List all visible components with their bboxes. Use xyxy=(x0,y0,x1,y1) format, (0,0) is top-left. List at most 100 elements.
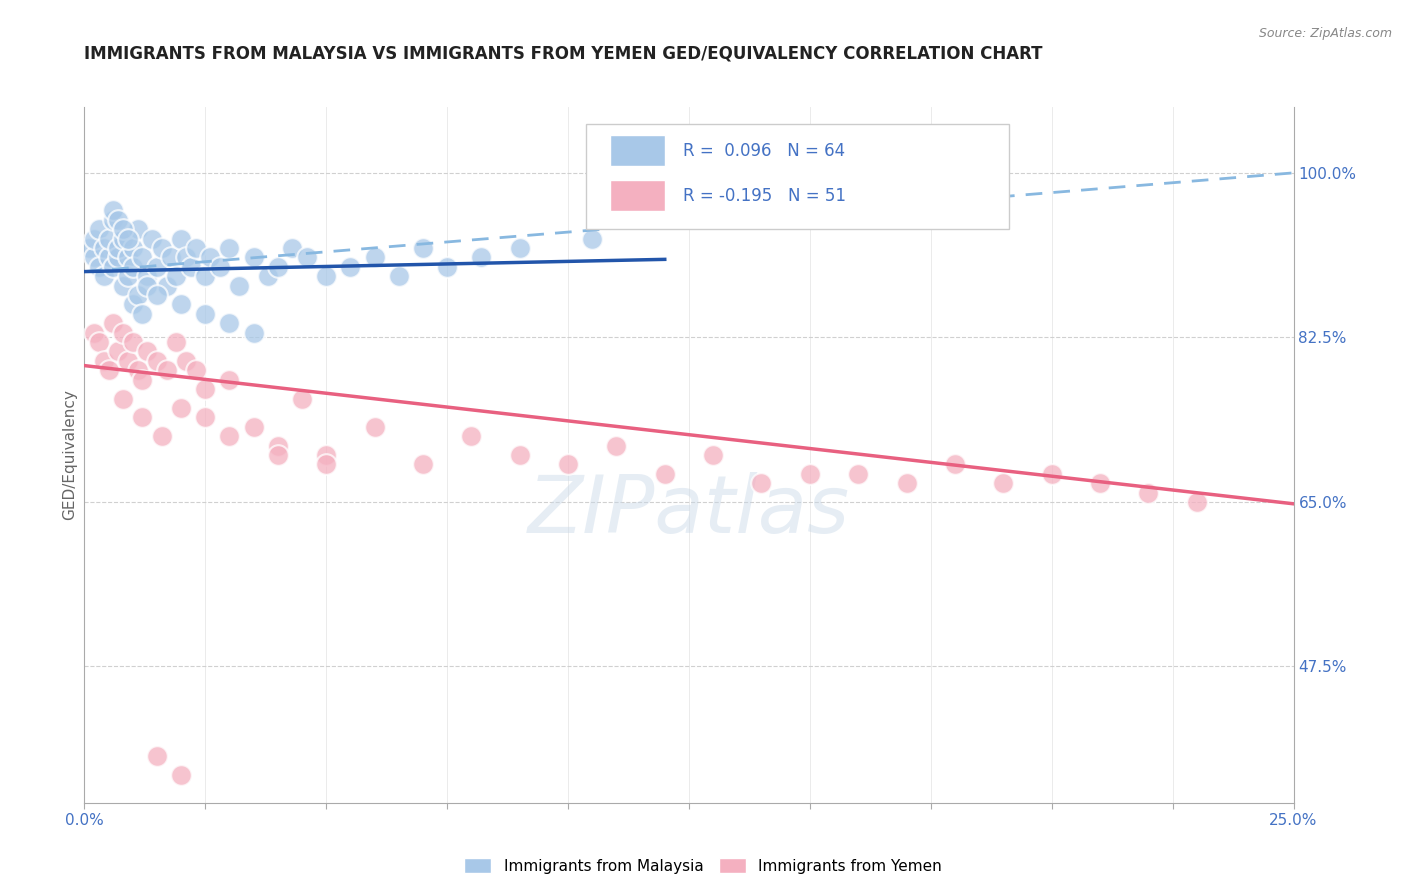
Point xyxy=(194,269,217,284)
Point xyxy=(605,438,627,452)
Point xyxy=(141,232,163,246)
Point xyxy=(363,251,385,265)
Point xyxy=(184,241,207,255)
Point xyxy=(170,297,193,311)
Point xyxy=(291,392,314,406)
Point xyxy=(87,260,110,274)
Point xyxy=(198,251,221,265)
Text: ZIPatlas: ZIPatlas xyxy=(527,472,851,549)
Point xyxy=(97,232,120,246)
Point xyxy=(412,458,434,472)
Point xyxy=(146,260,169,274)
Point xyxy=(112,278,135,293)
Point xyxy=(131,307,153,321)
Point xyxy=(146,288,169,302)
Point xyxy=(165,269,187,284)
Point xyxy=(103,203,125,218)
Legend: Immigrants from Malaysia, Immigrants from Yemen: Immigrants from Malaysia, Immigrants fro… xyxy=(458,852,948,880)
Point xyxy=(295,251,318,265)
Point xyxy=(131,373,153,387)
Point xyxy=(117,269,139,284)
Point xyxy=(121,297,143,311)
Point xyxy=(581,232,603,246)
Point xyxy=(412,241,434,255)
Bar xyxy=(610,135,665,166)
Point xyxy=(146,748,169,763)
Point xyxy=(460,429,482,443)
Point xyxy=(702,448,724,462)
Point xyxy=(117,232,139,246)
Text: R = -0.195   N = 51: R = -0.195 N = 51 xyxy=(683,186,846,205)
Point xyxy=(315,269,337,284)
Point xyxy=(131,410,153,425)
FancyBboxPatch shape xyxy=(586,124,1010,229)
Point xyxy=(83,251,105,265)
Point xyxy=(112,326,135,340)
Point xyxy=(281,241,304,255)
Point xyxy=(1040,467,1063,481)
Point xyxy=(107,212,129,227)
Point xyxy=(136,278,159,293)
Point xyxy=(170,401,193,415)
Point xyxy=(117,354,139,368)
Text: R =  0.096   N = 64: R = 0.096 N = 64 xyxy=(683,142,845,160)
Text: Source: ZipAtlas.com: Source: ZipAtlas.com xyxy=(1258,27,1392,40)
Point xyxy=(83,326,105,340)
Point xyxy=(194,382,217,396)
Point xyxy=(93,354,115,368)
Point xyxy=(509,448,531,462)
Point xyxy=(150,429,173,443)
Point xyxy=(1088,476,1111,491)
Point xyxy=(112,392,135,406)
Point xyxy=(146,354,169,368)
Point xyxy=(654,467,676,481)
Point xyxy=(127,288,149,302)
Point xyxy=(184,363,207,377)
Point xyxy=(93,241,115,255)
Y-axis label: GED/Equivalency: GED/Equivalency xyxy=(62,390,77,520)
Point xyxy=(208,260,231,274)
Point xyxy=(107,251,129,265)
Point xyxy=(121,241,143,255)
Point xyxy=(315,458,337,472)
Point xyxy=(257,269,280,284)
Point xyxy=(799,467,821,481)
Point xyxy=(846,467,869,481)
Point xyxy=(315,448,337,462)
Point xyxy=(93,269,115,284)
Point xyxy=(218,429,240,443)
Point xyxy=(896,476,918,491)
Point xyxy=(112,222,135,236)
Point xyxy=(97,251,120,265)
Point xyxy=(103,260,125,274)
Point xyxy=(127,363,149,377)
Point xyxy=(943,458,966,472)
Point xyxy=(436,260,458,274)
Point xyxy=(87,222,110,236)
Point xyxy=(218,241,240,255)
Point xyxy=(218,373,240,387)
Point xyxy=(388,269,411,284)
Point xyxy=(117,251,139,265)
Point xyxy=(194,410,217,425)
Point xyxy=(155,278,177,293)
Text: IMMIGRANTS FROM MALAYSIA VS IMMIGRANTS FROM YEMEN GED/EQUIVALENCY CORRELATION CH: IMMIGRANTS FROM MALAYSIA VS IMMIGRANTS F… xyxy=(84,45,1043,62)
Point xyxy=(131,251,153,265)
Point xyxy=(267,438,290,452)
Point xyxy=(180,260,202,274)
Point xyxy=(509,241,531,255)
Point xyxy=(174,251,197,265)
Point xyxy=(242,419,264,434)
Point xyxy=(136,269,159,284)
Point xyxy=(170,232,193,246)
Point xyxy=(194,307,217,321)
Point xyxy=(121,260,143,274)
Point xyxy=(267,260,290,274)
Point xyxy=(339,260,361,274)
Point xyxy=(470,251,492,265)
Point xyxy=(363,419,385,434)
Point xyxy=(1185,495,1208,509)
Point xyxy=(127,222,149,236)
Point xyxy=(77,241,100,255)
Point xyxy=(242,326,264,340)
